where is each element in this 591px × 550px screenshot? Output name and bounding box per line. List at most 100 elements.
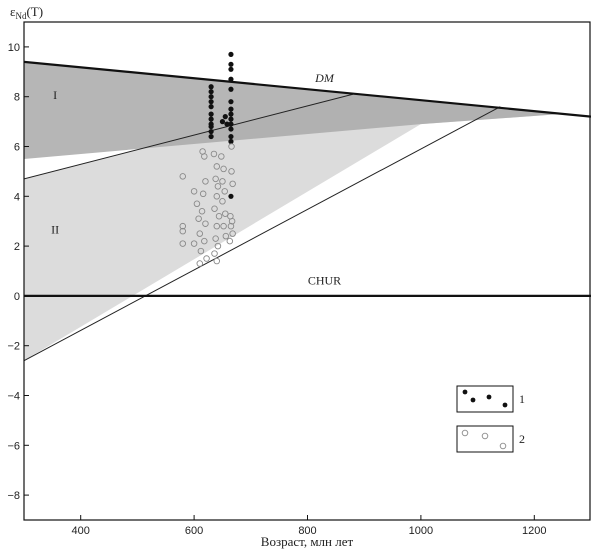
- y-tick-label--8: −8: [7, 490, 20, 502]
- x-axis-title: Возраст, млн лет: [261, 534, 354, 549]
- x-tick-label-1200: 1200: [522, 525, 546, 537]
- point-series-2-18: [196, 260, 204, 267]
- point-series-2-29: [211, 250, 218, 257]
- point-series-2-38: [222, 232, 230, 240]
- point-series-2-26: [213, 222, 221, 230]
- point-series-2-3: [179, 240, 187, 247]
- point-series-1-11: [228, 51, 234, 57]
- y-tick-label--6: −6: [7, 440, 20, 452]
- point-series-2-21: [212, 175, 219, 183]
- point-series-2-20: [213, 163, 221, 170]
- point-series-2-4: [190, 188, 198, 195]
- point-series-1-9: [208, 128, 214, 135]
- point-series-2-13: [199, 190, 207, 198]
- y-tick-label-0: 0: [14, 291, 20, 303]
- point-series-1-12: [228, 61, 234, 67]
- legend-marker-1-2: [486, 394, 492, 400]
- y-axis-title-suffix: (T): [26, 4, 43, 19]
- point-series-2-6: [195, 215, 202, 222]
- point-series-2-16: [201, 237, 208, 245]
- y-axis-title-sub: Nd: [15, 11, 26, 21]
- legend-label-1: 1: [519, 392, 525, 406]
- point-series-1-22: [228, 133, 234, 140]
- point-series-2-5: [193, 200, 201, 208]
- legend-marker-2-2: [499, 442, 507, 450]
- point-series-2-23: [213, 193, 221, 200]
- point-series-2-14: [198, 207, 206, 215]
- point-series-2-7: [196, 230, 204, 237]
- point-series-2-39: [228, 168, 235, 175]
- ticks-layer: 400 600 800 1000 1200 −8 −6 −4 −2 0 2 4 6 8 10: [7, 42, 546, 537]
- annotation-chur: CHUR: [308, 274, 341, 288]
- region-boundary-line-1: [24, 106, 501, 362]
- legend: 12: [456, 385, 525, 453]
- point-series-2-0: [179, 173, 187, 180]
- point-series-1-21: [228, 126, 234, 132]
- point-series-1-2: [208, 94, 214, 100]
- point-series-2-46: [228, 143, 235, 150]
- region-I: [24, 61, 563, 159]
- annotation-dm: DM: [314, 71, 335, 85]
- point-series-2-30: [213, 257, 221, 265]
- y-axis-title: εNd(T): [10, 4, 43, 21]
- point-series-2-12: [202, 178, 209, 185]
- regions-layer: [24, 61, 563, 361]
- lines-layer: [24, 60, 591, 362]
- point-series-1-0: [208, 84, 214, 90]
- point-series-1-19: [228, 116, 234, 122]
- point-series-1-14: [228, 76, 234, 82]
- x-tick-label-800: 800: [298, 525, 316, 537]
- point-series-2-24: [211, 205, 218, 212]
- y-axis-title-main: ε: [10, 4, 16, 19]
- point-series-1-13: [228, 66, 234, 72]
- point-series-2-2: [179, 227, 187, 235]
- x-tick-label-1000: 1000: [409, 525, 433, 537]
- y-tick-label--4: −4: [7, 391, 20, 403]
- y-tick-label-8: 8: [14, 92, 20, 104]
- legend-marker-2-1: [481, 432, 489, 440]
- point-series-2-36: [222, 210, 229, 217]
- point-series-1-27: [224, 121, 230, 127]
- point-series-1-18: [228, 111, 234, 117]
- point-series-2-27: [212, 235, 219, 242]
- point-series-2-43: [227, 222, 235, 230]
- point-series-2-25: [215, 212, 223, 220]
- point-series-2-44: [229, 230, 236, 237]
- region-boundary-line-0: [24, 93, 353, 180]
- point-series-2-9: [197, 247, 205, 255]
- y-tick-label-6: 6: [14, 142, 20, 154]
- y-tick-label-4: 4: [14, 191, 20, 203]
- legend-box-2: [456, 425, 514, 453]
- point-series-2-1: [179, 222, 187, 230]
- legend-marker-1-0: [462, 389, 468, 395]
- point-series-2-40: [229, 180, 236, 188]
- y-tick-label-2: 2: [14, 241, 20, 253]
- point-series-2-45: [226, 237, 234, 245]
- annotation-ii: II: [51, 223, 59, 237]
- legend-label-2: 2: [519, 432, 525, 446]
- point-series-1-20: [228, 121, 234, 127]
- point-series-1-10: [208, 133, 214, 140]
- point-series-1-16: [228, 99, 234, 105]
- x-tick-label-400: 400: [72, 525, 90, 537]
- point-series-1-23: [228, 138, 234, 145]
- point-series-2-19: [210, 150, 218, 158]
- point-series-2-32: [220, 165, 227, 173]
- point-series-1-24: [228, 193, 234, 199]
- point-series-2-37: [220, 222, 227, 230]
- point-series-2-28: [214, 242, 222, 250]
- point-series-2-35: [219, 198, 226, 205]
- y-tick-label--2: −2: [7, 341, 20, 353]
- point-series-2-8: [190, 240, 198, 247]
- point-series-2-15: [202, 220, 209, 227]
- dm-line: [24, 60, 591, 118]
- point-series-1-1: [208, 89, 214, 95]
- point-series-2-17: [203, 255, 210, 262]
- point-series-1-8: [208, 123, 214, 130]
- point-series-1-6: [208, 116, 214, 122]
- y-tick-label-10: 10: [8, 42, 20, 54]
- region-II: [24, 94, 563, 361]
- point-series-1-15: [228, 86, 234, 92]
